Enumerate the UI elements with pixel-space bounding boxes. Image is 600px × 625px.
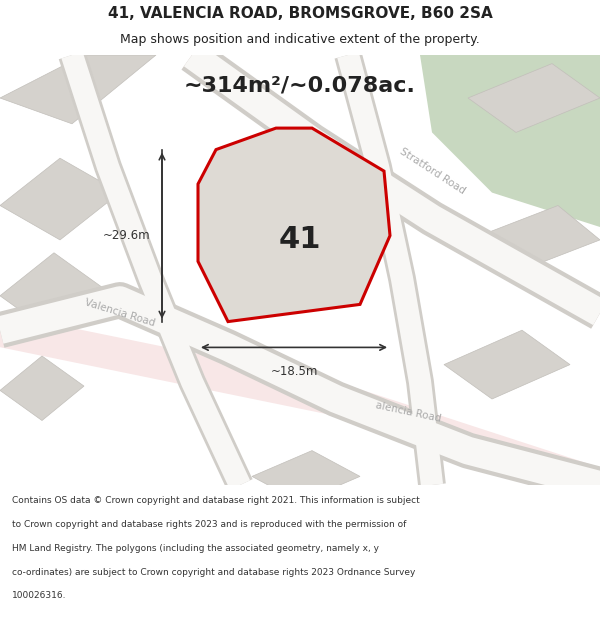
- Text: Map shows position and indicative extent of the property.: Map shows position and indicative extent…: [120, 33, 480, 46]
- Polygon shape: [0, 55, 156, 124]
- Polygon shape: [480, 206, 600, 270]
- Text: 41, VALENCIA ROAD, BROMSGROVE, B60 2SA: 41, VALENCIA ROAD, BROMSGROVE, B60 2SA: [107, 6, 493, 21]
- Text: 41: 41: [279, 226, 321, 254]
- Text: alencia Road: alencia Road: [374, 400, 442, 424]
- Text: ~29.6m: ~29.6m: [103, 229, 150, 242]
- Polygon shape: [198, 128, 390, 322]
- Polygon shape: [420, 55, 600, 227]
- Polygon shape: [252, 451, 360, 503]
- Polygon shape: [0, 356, 84, 421]
- Text: co-ordinates) are subject to Crown copyright and database rights 2023 Ordnance S: co-ordinates) are subject to Crown copyr…: [12, 568, 415, 577]
- Text: Stratford Road: Stratford Road: [397, 146, 467, 196]
- Text: ~18.5m: ~18.5m: [271, 364, 317, 378]
- Text: to Crown copyright and database rights 2023 and is reproduced with the permissio: to Crown copyright and database rights 2…: [12, 520, 406, 529]
- Text: Valencia Road: Valencia Road: [83, 298, 157, 329]
- Polygon shape: [444, 330, 570, 399]
- Text: HM Land Registry. The polygons (including the associated geometry, namely x, y: HM Land Registry. The polygons (includin…: [12, 544, 379, 552]
- Polygon shape: [0, 253, 102, 330]
- Text: ~314m²/~0.078ac.: ~314m²/~0.078ac.: [184, 75, 416, 95]
- Text: Contains OS data © Crown copyright and database right 2021. This information is : Contains OS data © Crown copyright and d…: [12, 496, 420, 505]
- Text: 100026316.: 100026316.: [12, 591, 67, 601]
- Polygon shape: [468, 64, 600, 132]
- Polygon shape: [0, 158, 120, 240]
